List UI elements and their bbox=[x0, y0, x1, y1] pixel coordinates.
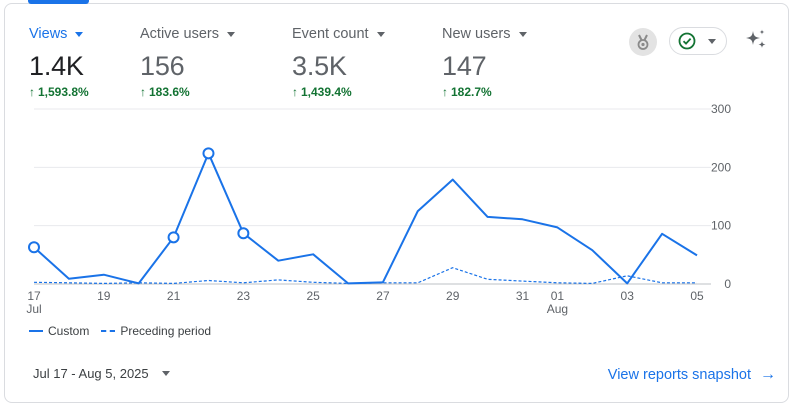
legend-swatch-solid bbox=[29, 330, 43, 332]
metric-change: 183.6% bbox=[149, 85, 190, 99]
metric-value: 147 bbox=[442, 51, 487, 81]
view-reports-snapshot-link[interactable]: View reports snapshot → bbox=[608, 366, 776, 384]
arrow-up-icon: ↑ bbox=[29, 85, 35, 99]
data-point-marker bbox=[28, 241, 40, 254]
data-point-marker bbox=[237, 227, 250, 240]
x-tick-label: 05 bbox=[690, 289, 704, 303]
chevron-down-icon bbox=[708, 38, 716, 44]
metric-value: 3.5K bbox=[292, 51, 347, 81]
x-tick-sublabel: Aug bbox=[547, 302, 568, 316]
x-tick-label: 17 bbox=[27, 289, 41, 303]
metric-new-users[interactable]: New users 147 ↑ 182.7% bbox=[442, 24, 527, 99]
x-tick-label: 21 bbox=[167, 289, 181, 303]
legend-label: Preceding period bbox=[120, 324, 212, 338]
date-range-selector[interactable]: Jul 17 - Aug 5, 2025 bbox=[33, 366, 170, 381]
data-point-marker bbox=[202, 147, 215, 160]
metric-value: 1.4K bbox=[29, 51, 84, 81]
chevron-down-icon bbox=[518, 31, 527, 37]
arrow-up-icon: ↑ bbox=[140, 85, 146, 99]
y-tick-label: 100 bbox=[711, 219, 731, 233]
views-card bbox=[4, 3, 789, 403]
series-line-preceding bbox=[33, 267, 697, 284]
x-tick-label: 03 bbox=[621, 289, 635, 303]
x-tick-sublabel: Jul bbox=[26, 302, 41, 316]
chevron-down-icon bbox=[376, 31, 385, 37]
data-point-marker bbox=[167, 231, 180, 244]
legend-label: Custom bbox=[48, 324, 90, 338]
legend-item-preceding: Preceding period bbox=[101, 324, 211, 338]
y-tick-label: 300 bbox=[711, 102, 731, 116]
metric-active-users[interactable]: Active users 156 ↑ 183.6% bbox=[140, 24, 235, 99]
selected-tab-indicator bbox=[28, 0, 89, 4]
metric-event-count[interactable]: Event count 3.5K ↑ 1,439.4% bbox=[292, 24, 385, 99]
legend-item-custom: Custom bbox=[29, 324, 89, 338]
metric-label: Active users bbox=[140, 26, 219, 42]
medal-icon-glyph bbox=[637, 34, 649, 50]
metric-change: 1,439.4% bbox=[301, 85, 352, 99]
chart-legend: Custom Preceding period bbox=[29, 324, 223, 338]
x-tick-label: 01 bbox=[551, 289, 565, 303]
sparkle-icon bbox=[746, 29, 766, 48]
status-dropdown[interactable] bbox=[669, 27, 727, 55]
x-tick-label: 25 bbox=[306, 289, 320, 303]
metric-views[interactable]: Views 1.4K ↑ 1,593.8% bbox=[29, 24, 89, 99]
arrow-up-icon: ↑ bbox=[442, 85, 448, 99]
y-tick-label: 200 bbox=[711, 160, 731, 174]
x-tick-label: 29 bbox=[446, 289, 460, 303]
chevron-down-icon bbox=[226, 31, 235, 37]
metric-change: 182.7% bbox=[451, 85, 492, 99]
x-tick-label: 31 bbox=[516, 289, 530, 303]
insights-button[interactable] bbox=[741, 25, 771, 55]
metric-label: Views bbox=[29, 26, 68, 42]
x-tick-label: 19 bbox=[97, 289, 111, 303]
check-circle-icon bbox=[678, 32, 696, 50]
metric-value: 156 bbox=[140, 51, 185, 81]
date-range-label: Jul 17 - Aug 5, 2025 bbox=[33, 366, 149, 381]
chevron-down-icon bbox=[75, 31, 84, 37]
arrow-up-icon: ↑ bbox=[292, 85, 298, 99]
arrow-right-icon: → bbox=[760, 366, 776, 383]
x-tick-label: 23 bbox=[237, 289, 251, 303]
series-line-custom bbox=[33, 152, 698, 285]
medal-icon[interactable] bbox=[629, 28, 657, 56]
snapshot-link-label: View reports snapshot bbox=[607, 367, 751, 383]
x-tick-label: 27 bbox=[376, 289, 390, 303]
metric-label: New users bbox=[442, 26, 511, 42]
y-tick-label: 0 bbox=[724, 277, 731, 291]
metric-label: Event count bbox=[292, 26, 369, 42]
chevron-down-icon bbox=[161, 371, 170, 376]
metric-change: 1,593.8% bbox=[38, 85, 89, 99]
legend-swatch-dashed bbox=[101, 330, 116, 332]
